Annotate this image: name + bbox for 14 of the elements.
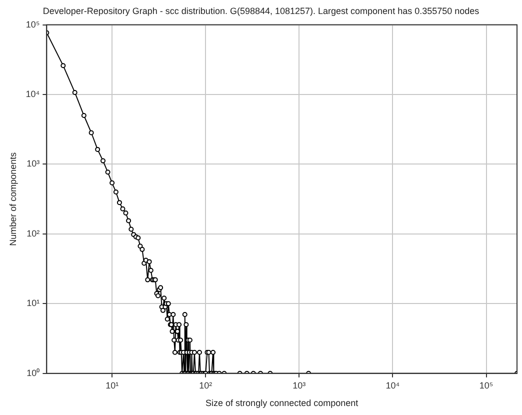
x-tick-label: 10⁵ [479,380,494,390]
y-tick-label: 10⁴ [26,89,40,100]
y-axis-title: Number of components [8,152,18,246]
x-tick-label: 10⁴ [386,380,400,390]
y-tick-label: 10⁰ [26,368,40,378]
x-tick-label: 10³ [292,380,306,390]
x-axis-title: Size of strongly connected component [206,398,359,408]
chart-title: Developer-Repository Graph - scc distribution. G(598844, 1081257). Largest component has 0.355750 nodes [42,6,480,16]
y-tick-label: 10² [26,228,40,238]
y-tick-label: 10⁵ [26,19,40,30]
y-tick-label: 10¹ [26,298,40,308]
y-tick-label: 10³ [26,158,40,169]
x-tick-label: 10² [199,380,212,390]
x-tick-label: 10¹ [106,380,119,390]
